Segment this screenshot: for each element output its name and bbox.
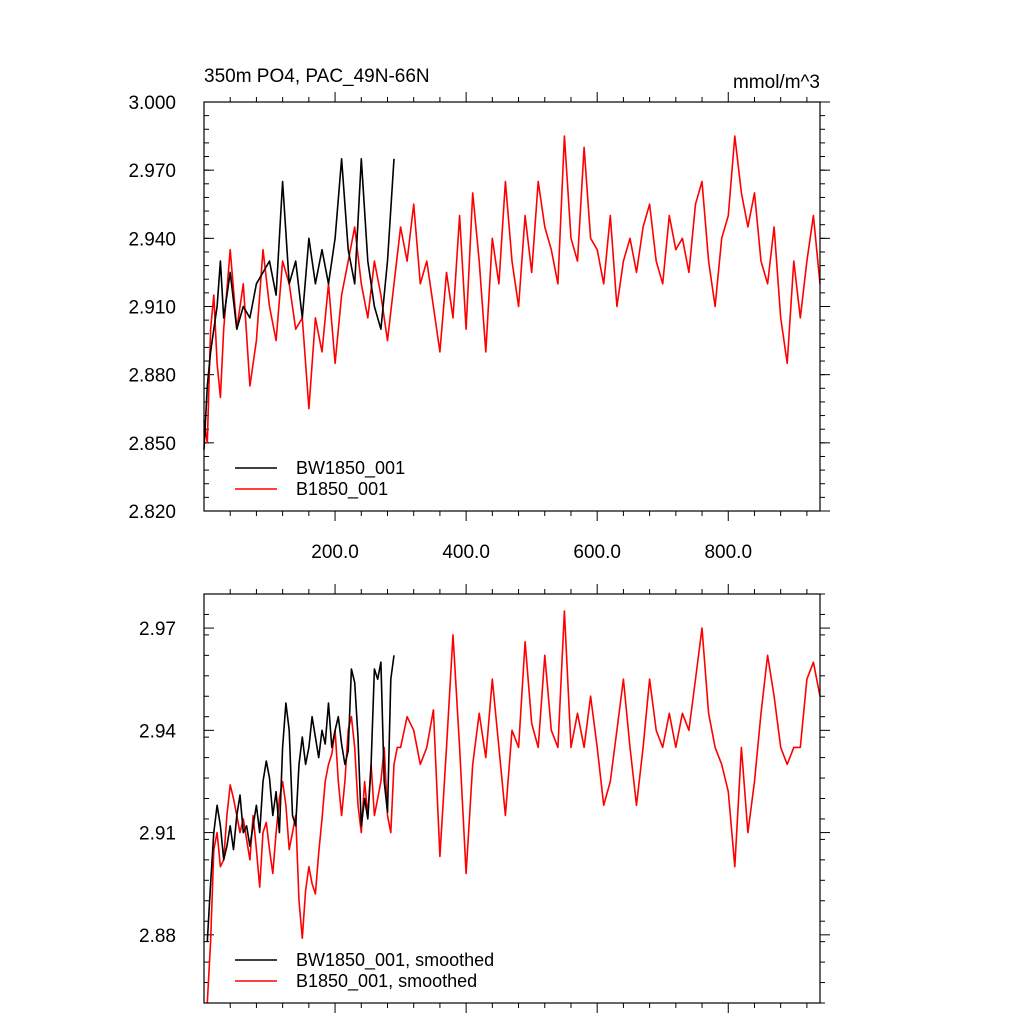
top-ytick-label: 3.000 bbox=[128, 93, 176, 114]
top-plot-frame bbox=[203, 101, 821, 512]
bottom-plot-frame bbox=[203, 593, 821, 1004]
top-ytick-label: 2.850 bbox=[128, 434, 176, 455]
top-series-line-bw1850-001 bbox=[203, 158, 395, 450]
top-ytick-label: 2.970 bbox=[128, 161, 176, 182]
top-chart-title: 350m PO4, PAC_49N-66N bbox=[204, 66, 430, 87]
bottom-ytick-label: 2.94 bbox=[139, 721, 176, 742]
bottom-ytick-label: 2.88 bbox=[139, 926, 176, 947]
bottom-legend-label: BW1850_001, smoothed bbox=[296, 950, 494, 971]
top-ytick-label: 2.880 bbox=[128, 366, 176, 387]
bottom-ytick-label: 2.91 bbox=[139, 824, 176, 845]
bottom-legend-label: B1850_001, smoothed bbox=[296, 971, 477, 992]
bottom-ytick-label: 2.97 bbox=[139, 619, 176, 640]
bottom-panel: 2.88 2.91 2.94 2.97 BW1850_001, smoothedB18… bbox=[139, 584, 830, 1013]
bottom-series-line-bw1850-001 bbox=[206, 655, 395, 942]
top-ytick-label: 2.940 bbox=[128, 229, 176, 250]
top-xtick-label: 400.0 bbox=[442, 542, 490, 563]
top-legend-label: B1850_001 bbox=[296, 479, 388, 500]
top-series-line-b1850-001 bbox=[203, 135, 821, 444]
top-chart-units: mmol/m^3 bbox=[733, 72, 820, 93]
top-ytick-label: 2.820 bbox=[128, 502, 176, 523]
top-xtick-label: 800.0 bbox=[704, 542, 752, 563]
bottom-series-line-b1850-001 bbox=[206, 610, 821, 1004]
top-xtick-label: 200.0 bbox=[311, 542, 359, 563]
top-legend-label: BW1850_001 bbox=[296, 458, 405, 479]
top-xtick-label: 600.0 bbox=[573, 542, 621, 563]
top-panel: 350m PO4, PAC_49N-66N mmol/m^3 2.820 2.85… bbox=[128, 66, 830, 563]
top-ytick-label: 2.910 bbox=[128, 298, 176, 319]
